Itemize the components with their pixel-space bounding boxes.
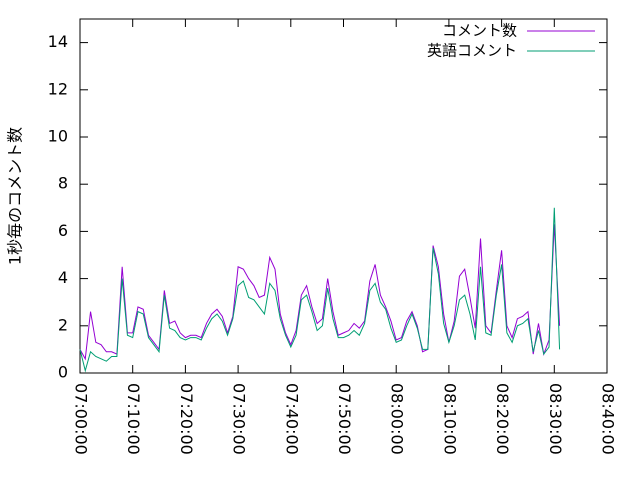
x-tick-label: 07:30:00 xyxy=(230,383,249,455)
y-tick-label: 2 xyxy=(58,315,68,334)
y-tick-label: 6 xyxy=(58,221,68,240)
x-tick-label: 08:20:00 xyxy=(493,383,512,455)
x-tick-label: 07:20:00 xyxy=(177,383,196,455)
series-line xyxy=(79,207,561,373)
y-tick-label: 14 xyxy=(48,32,68,51)
x-tick-label: 08:30:00 xyxy=(546,383,565,455)
x-tick-label: 07:00:00 xyxy=(72,383,91,455)
y-axis-label: 1秒毎のコメント数 xyxy=(6,127,25,265)
y-tick-label: 12 xyxy=(48,79,68,98)
x-tick-label: 08:00:00 xyxy=(388,383,407,455)
y-tick-label: 4 xyxy=(58,268,68,287)
x-tick-label: 08:40:00 xyxy=(599,383,618,455)
legend-label: コメント数 xyxy=(442,22,517,40)
x-tick-label: 08:10:00 xyxy=(440,383,459,455)
y-tick-label: 8 xyxy=(58,174,68,193)
y-tick-label: 10 xyxy=(48,127,68,146)
x-tick-label: 07:10:00 xyxy=(124,383,143,455)
legend-label: 英語コメント xyxy=(427,42,517,60)
x-tick-label: 07:50:00 xyxy=(335,383,354,455)
y-tick-label: 0 xyxy=(58,363,68,382)
series-line xyxy=(79,224,561,361)
x-tick-label: 07:40:00 xyxy=(282,383,301,455)
